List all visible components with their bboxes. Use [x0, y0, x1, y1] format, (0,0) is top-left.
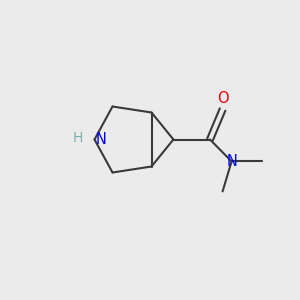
Text: O: O — [217, 91, 228, 106]
Text: N: N — [226, 154, 237, 169]
Text: H: H — [73, 131, 83, 145]
Text: N: N — [96, 132, 107, 147]
